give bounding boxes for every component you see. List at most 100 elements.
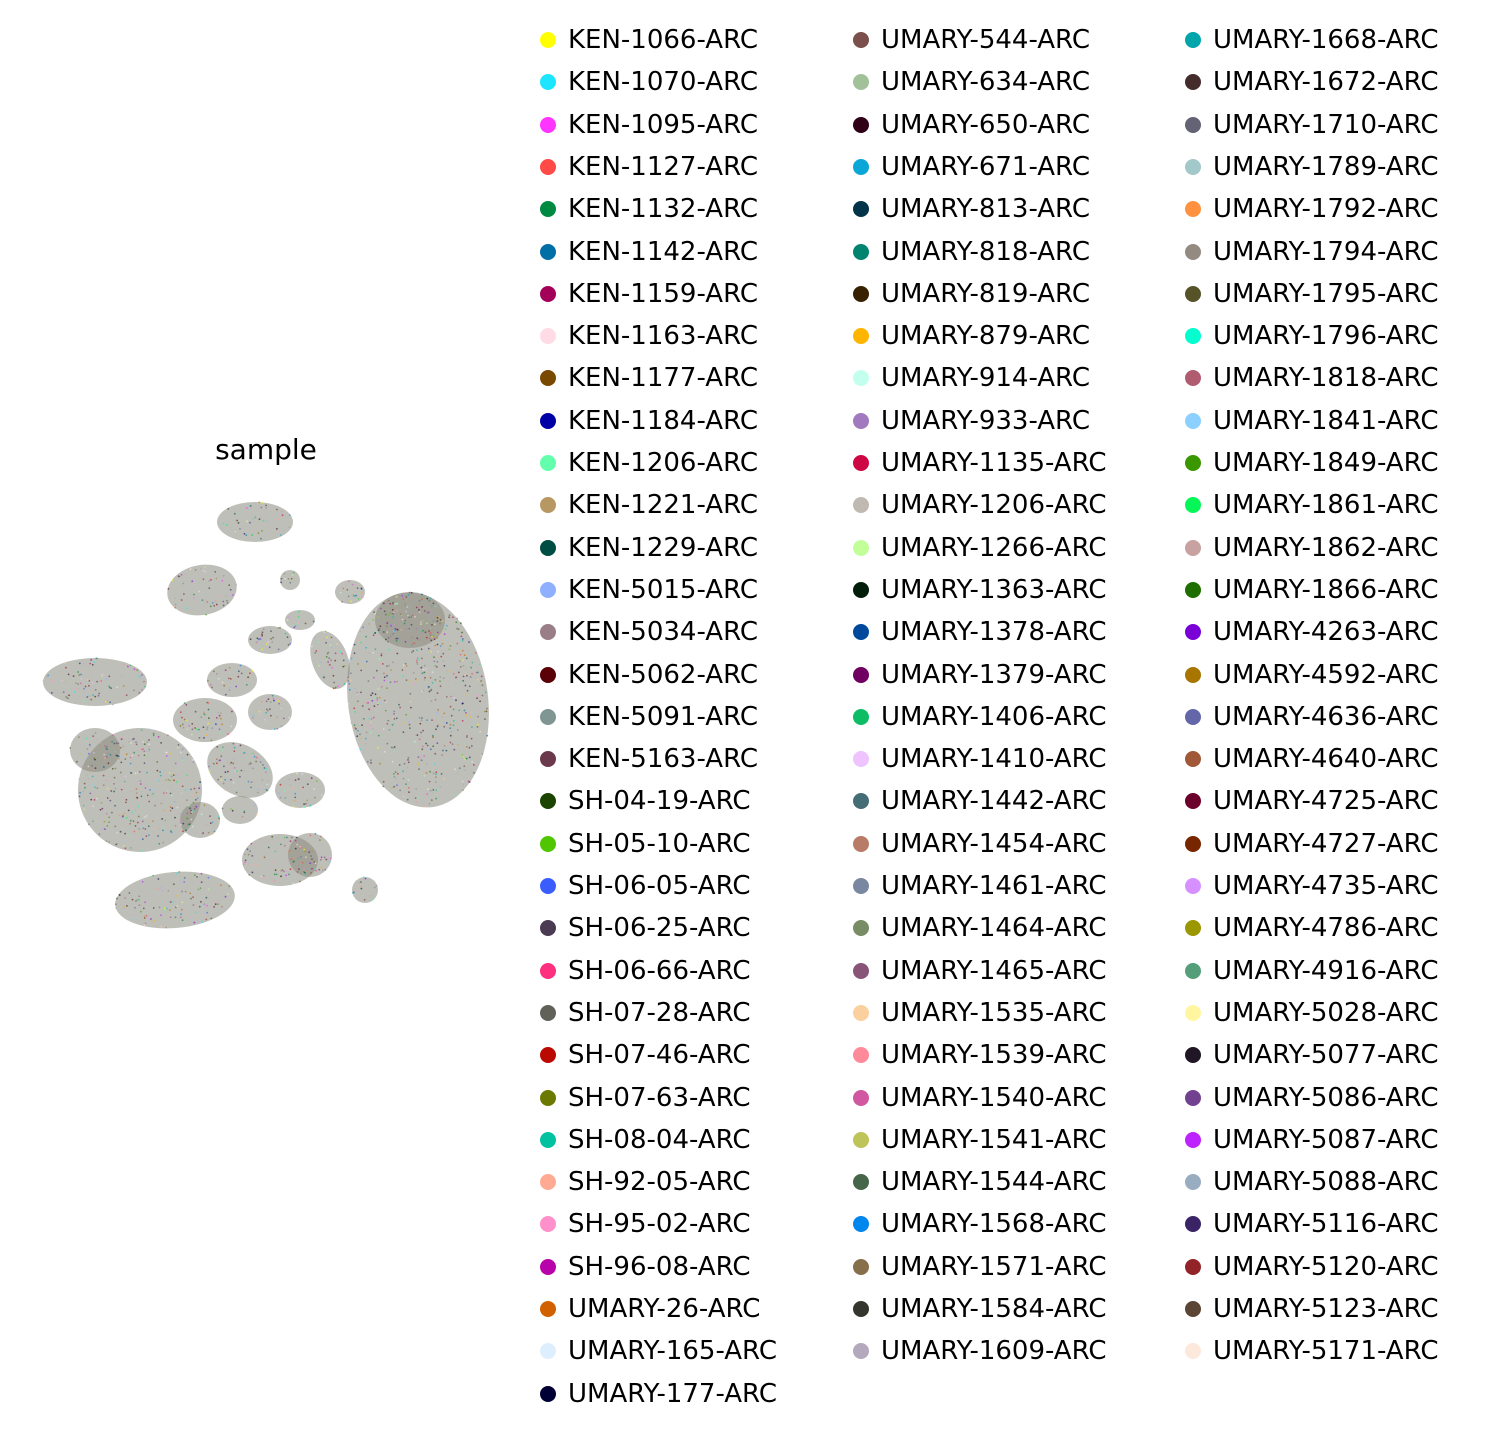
umap-point [434, 665, 437, 667]
umap-point [224, 771, 227, 774]
umap-point [392, 717, 395, 720]
legend-item: UMARY-1465-ARC [853, 951, 1107, 991]
umap-point [469, 676, 472, 678]
umap-point [162, 792, 165, 795]
umap-point [92, 820, 94, 823]
umap-point [266, 520, 268, 523]
umap-cluster [285, 610, 315, 630]
umap-point [203, 737, 205, 739]
umap-point [229, 686, 231, 689]
umap-point [152, 907, 155, 909]
legend-marker [1185, 1089, 1201, 1106]
umap-point [436, 616, 439, 619]
umap-scatter-plot [42, 501, 489, 929]
umap-point [191, 795, 194, 797]
umap-point [148, 739, 150, 741]
umap-point [339, 591, 342, 594]
umap-point [367, 680, 370, 682]
umap-point [357, 729, 359, 732]
umap-point [101, 807, 104, 810]
umap-point [113, 742, 116, 745]
umap-point [330, 646, 333, 648]
umap-point [462, 675, 465, 678]
legend-label: UMARY-4725-ARC [1213, 786, 1439, 817]
umap-point [73, 690, 76, 693]
legend-label: UMARY-1544-ARC [881, 1167, 1107, 1198]
umap-point [398, 764, 401, 766]
umap-point [188, 585, 191, 588]
umap-point [152, 874, 155, 877]
legend-item: KEN-5091-ARC [540, 697, 758, 737]
umap-point [108, 821, 110, 823]
legend-marker [1185, 116, 1201, 133]
umap-point [124, 905, 126, 908]
umap-point [90, 767, 93, 770]
umap-point [215, 758, 218, 761]
umap-point [350, 657, 353, 660]
umap-point [287, 643, 290, 646]
umap-point [456, 642, 459, 645]
umap-point [249, 521, 251, 524]
umap-point [78, 674, 81, 676]
umap-point [187, 823, 189, 826]
umap-point [247, 676, 250, 679]
umap-point [241, 815, 244, 818]
umap-point [326, 636, 328, 639]
umap-point [260, 700, 263, 703]
umap-point [141, 880, 144, 883]
umap-point [465, 712, 467, 714]
legend-item: KEN-1095-ARC [540, 105, 758, 145]
umap-point [216, 672, 218, 675]
legend-label: KEN-1142-ARC [568, 236, 758, 267]
umap-point [432, 602, 435, 605]
legend-marker [1185, 1131, 1201, 1148]
umap-point [365, 646, 367, 649]
umap-point [323, 676, 326, 678]
legend-marker [853, 878, 869, 894]
umap-point [428, 630, 430, 632]
umap-point [278, 702, 280, 705]
umap-point [232, 762, 235, 765]
umap-point [371, 692, 374, 695]
umap-point [142, 907, 145, 910]
umap-point [442, 652, 445, 655]
umap-point [115, 754, 118, 757]
umap-cluster [275, 772, 325, 808]
umap-point [377, 616, 380, 618]
umap-point [191, 580, 194, 583]
umap-point [221, 807, 224, 810]
legend-item: UMARY-5087-ARC [1185, 1120, 1439, 1160]
umap-point [430, 700, 433, 702]
umap-point [423, 671, 426, 674]
umap-point [123, 663, 125, 666]
umap-point [403, 762, 406, 765]
umap-point [198, 737, 201, 739]
legend-label: UMARY-1794-ARC [1213, 236, 1439, 267]
umap-point [222, 782, 225, 785]
umap-point [114, 750, 116, 753]
umap-point [68, 694, 70, 697]
umap-point [143, 924, 146, 926]
legend-label: SH-06-25-ARC [568, 913, 751, 944]
legend-item: UMARY-1571-ARC [853, 1247, 1107, 1287]
umap-point [144, 752, 147, 755]
legend-item: UMARY-1461-ARC [853, 866, 1107, 906]
umap-point [181, 919, 184, 922]
legend-item: UMARY-819-ARC [853, 274, 1090, 314]
umap-point [224, 895, 227, 898]
umap-point [210, 578, 212, 581]
umap-point [279, 783, 282, 786]
umap-point [429, 597, 432, 599]
legend-item: SH-04-19-ARC [540, 781, 751, 821]
legend-marker [1185, 328, 1201, 345]
umap-point [180, 881, 183, 883]
umap-point [180, 599, 183, 601]
umap-point [91, 783, 94, 786]
umap-point [258, 710, 261, 713]
umap-point [481, 752, 484, 755]
umap-point [78, 687, 81, 690]
umap-point [115, 907, 118, 910]
umap-point [276, 716, 278, 719]
umap-point [192, 761, 195, 763]
